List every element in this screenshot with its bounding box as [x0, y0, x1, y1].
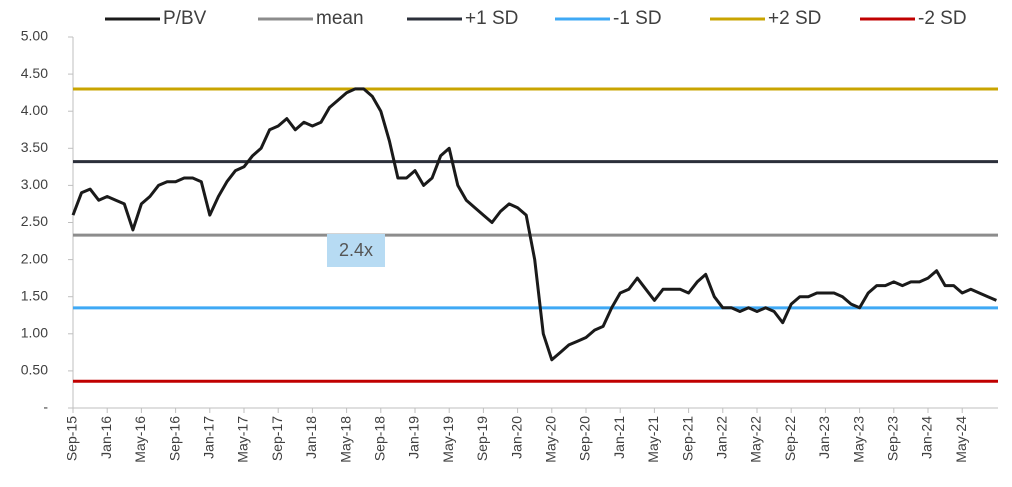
- x-tick-label: Jan-16: [98, 416, 114, 459]
- y-tick-label: 3.50: [21, 139, 48, 155]
- y-tick-label: 0.50: [21, 362, 48, 378]
- x-tick-label: Sep-19: [474, 416, 490, 461]
- x-tick-label: Sep-18: [372, 416, 388, 461]
- y-tick-label: -: [43, 399, 48, 415]
- y-tick-label: 1.00: [21, 325, 48, 341]
- x-tick-label: Jan-18: [303, 416, 319, 459]
- x-tick-label: Sep-21: [679, 416, 695, 461]
- x-tick-label: Jan-22: [714, 416, 730, 459]
- legend-label: +1 SD: [465, 8, 518, 29]
- x-tick-label: Jan-17: [201, 416, 217, 459]
- x-tick-label: Jan-21: [611, 416, 627, 459]
- x-tick-label: May-22: [748, 416, 764, 463]
- x-tick-label: Sep-15: [64, 416, 80, 461]
- x-tick-label: Jan-19: [406, 416, 422, 459]
- x-tick-label: Sep-16: [166, 416, 182, 461]
- x-tick-label: May-19: [440, 416, 456, 463]
- x-tick-label: May-20: [543, 416, 559, 463]
- x-tick-label: May-24: [953, 416, 969, 463]
- y-tick-label: 2.50: [21, 213, 48, 229]
- y-tick-label: 3.00: [21, 176, 48, 192]
- annotation-box: [327, 234, 385, 267]
- y-tick-label: 4.50: [21, 65, 48, 81]
- x-tick-label: Jan-23: [816, 416, 832, 459]
- legend-label: mean: [316, 8, 364, 29]
- x-tick-label: May-17: [235, 416, 251, 463]
- y-tick-label: 2.00: [21, 250, 48, 266]
- x-tick-label: Sep-22: [782, 416, 798, 461]
- x-tick-label: Sep-17: [269, 416, 285, 461]
- x-tick-label: Sep-23: [885, 416, 901, 461]
- y-tick-label: 1.50: [21, 287, 48, 303]
- x-tick-label: Jan-20: [508, 416, 524, 459]
- series-line: [71, 87, 997, 362]
- y-tick-label: 4.00: [21, 102, 48, 118]
- legend-label: -2 SD: [918, 8, 967, 29]
- legend-label: +2 SD: [768, 8, 821, 29]
- annotation: 2.4x: [339, 240, 373, 260]
- legend-label: -1 SD: [613, 8, 662, 29]
- x-tick-label: May-21: [645, 416, 661, 463]
- y-tick-label: 5.00: [21, 28, 48, 44]
- x-tick-label: May-23: [850, 416, 866, 463]
- legend-label: P/BV: [163, 8, 207, 29]
- x-tick-label: Jan-24: [919, 416, 935, 459]
- x-tick-label: May-18: [337, 416, 353, 463]
- x-tick-label: Sep-20: [577, 416, 593, 461]
- x-tick-label: May-16: [132, 416, 148, 463]
